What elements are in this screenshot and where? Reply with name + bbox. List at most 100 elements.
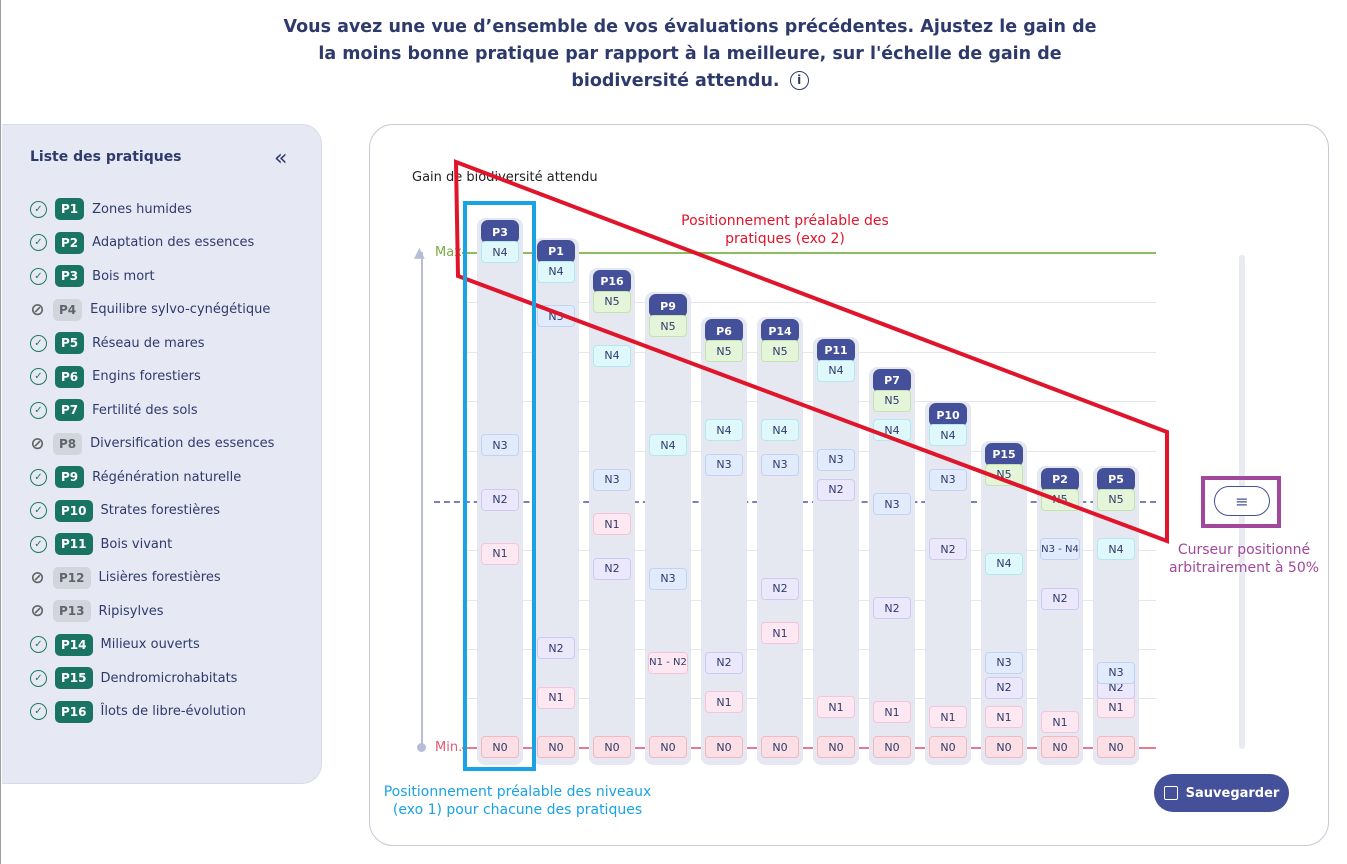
level-pill[interactable]: N2 bbox=[537, 637, 575, 659]
level-pill[interactable]: N4 bbox=[985, 552, 1023, 575]
level-pill[interactable]: N4 bbox=[705, 419, 743, 442]
level-pill[interactable]: N3 bbox=[817, 448, 855, 471]
level-pill[interactable]: N3 bbox=[593, 468, 631, 491]
level-pill[interactable]: N0 bbox=[593, 736, 631, 758]
level-pill[interactable]: N0 bbox=[817, 736, 855, 758]
sidebar-item-p6[interactable]: ✓ P6 Engins forestiers bbox=[30, 364, 201, 390]
practice-header-p5[interactable]: P5 bbox=[1097, 467, 1135, 492]
level-pill[interactable]: N1 - N2 bbox=[648, 651, 688, 674]
practice-badge: P8 bbox=[53, 432, 83, 455]
sidebar-item-p3[interactable]: ✓ P3 Bois mort bbox=[30, 263, 155, 289]
check-circle-icon: ✓ bbox=[30, 535, 47, 553]
level-pill[interactable]: N5 bbox=[873, 389, 911, 412]
level-pill[interactable]: N3 bbox=[929, 468, 967, 491]
level-pill[interactable]: N0 bbox=[1041, 736, 1079, 758]
level-pill[interactable]: N0 bbox=[929, 736, 967, 758]
sidebar-item-p12[interactable]: ⊘ P12 Lisières forestières bbox=[30, 565, 221, 591]
level-pill[interactable]: N2 bbox=[761, 577, 799, 600]
check-circle-icon: ✓ bbox=[30, 267, 47, 285]
window-left-border bbox=[0, 0, 1, 864]
level-pill[interactable]: N0 bbox=[705, 736, 743, 758]
level-pill[interactable]: N3 bbox=[649, 567, 687, 590]
level-pill[interactable]: N5 bbox=[761, 340, 799, 362]
sidebar-item-p5[interactable]: ✓ P5 Réseau de mares bbox=[30, 330, 205, 356]
level-pill[interactable]: N1 bbox=[593, 513, 631, 536]
level-pill[interactable]: N3 - N4 bbox=[1040, 538, 1080, 560]
sidebar-item-p2[interactable]: ✓ P2 Adaptation des essences bbox=[30, 230, 254, 256]
level-pill[interactable]: N4 bbox=[817, 359, 855, 382]
level-pill[interactable]: N3 bbox=[537, 305, 575, 328]
level-pill[interactable]: N3 bbox=[1097, 661, 1135, 684]
save-button-label: Sauvegarder bbox=[1185, 785, 1280, 801]
level-pill[interactable]: N1 bbox=[537, 686, 575, 709]
level-pill[interactable]: N4 bbox=[1097, 538, 1135, 560]
level-pill[interactable]: N2 bbox=[985, 676, 1023, 699]
practice-badge: P11 bbox=[55, 533, 93, 555]
sidebar-item-p14[interactable]: ✓ P14 Milieux ouverts bbox=[30, 632, 200, 658]
level-pill[interactable]: N3 bbox=[873, 493, 911, 516]
min-label: Min. bbox=[435, 740, 463, 755]
level-pill[interactable]: N0 bbox=[985, 736, 1023, 758]
level-pill[interactable]: N0 bbox=[761, 736, 799, 758]
practice-header-p7[interactable]: P7 bbox=[873, 368, 911, 393]
level-pill[interactable]: N2 bbox=[929, 538, 967, 560]
sidebar-item-p7[interactable]: ✓ P7 Fertilité des sols bbox=[30, 397, 198, 423]
level-pill[interactable]: N3 bbox=[761, 453, 799, 476]
level-pill[interactable]: N1 bbox=[1041, 711, 1079, 734]
level-pill[interactable]: N1 bbox=[705, 691, 743, 714]
collapse-sidebar-button[interactable]: « bbox=[274, 146, 288, 171]
disabled-circle-icon: ⊘ bbox=[30, 567, 45, 588]
practice-header-p16[interactable]: P16 bbox=[593, 269, 631, 294]
level-pill[interactable]: N1 bbox=[873, 701, 911, 724]
level-pill[interactable]: N0 bbox=[649, 736, 687, 758]
save-button[interactable]: Sauvegarder bbox=[1154, 774, 1289, 812]
practice-header-p2[interactable]: P2 bbox=[1041, 467, 1079, 492]
check-circle-icon: ✓ bbox=[30, 502, 47, 519]
level-pill[interactable]: N1 bbox=[985, 706, 1023, 729]
gain-slider-handle[interactable]: ≡ bbox=[1214, 486, 1270, 516]
info-icon[interactable]: i bbox=[789, 71, 809, 90]
sidebar-item-p16[interactable]: ✓ P16 Îlots de libre-évolution bbox=[30, 699, 246, 725]
check-circle-icon: ✓ bbox=[30, 703, 47, 720]
level-pill[interactable]: N2 bbox=[817, 478, 855, 501]
practice-badge: P12 bbox=[53, 566, 91, 589]
level-pill[interactable]: N5 bbox=[1097, 488, 1135, 511]
level-pill[interactable]: N5 bbox=[1041, 488, 1079, 511]
level-pill[interactable]: N4 bbox=[873, 419, 911, 442]
sidebar-item-p1[interactable]: ✓ P1 Zones humides bbox=[30, 196, 192, 222]
level-pill[interactable]: N0 bbox=[1097, 736, 1135, 758]
level-pill[interactable]: N5 bbox=[985, 463, 1023, 486]
practice-badge: P15 bbox=[55, 667, 93, 689]
level-pill[interactable]: N3 bbox=[985, 651, 1023, 674]
level-pill[interactable]: N2 bbox=[593, 557, 631, 580]
sidebar-item-p9[interactable]: ✓ P9 Régénération naturelle bbox=[30, 464, 241, 490]
level-pill[interactable]: N2 bbox=[873, 597, 911, 620]
level-pill[interactable]: N5 bbox=[649, 315, 687, 338]
level-pill[interactable]: N1 bbox=[817, 696, 855, 719]
level-pill[interactable]: N4 bbox=[593, 344, 631, 367]
level-pill[interactable]: N2 bbox=[705, 651, 743, 674]
sidebar-item-p15[interactable]: ✓ P15 Dendromicrohabitats bbox=[30, 665, 237, 691]
sidebar-item-p10[interactable]: ✓ P10 Strates forestières bbox=[30, 498, 220, 524]
level-pill[interactable]: N1 bbox=[929, 706, 967, 729]
sidebar-item-p8[interactable]: ⊘ P8 Diversification des essences bbox=[30, 431, 274, 457]
level-pill[interactable]: N4 bbox=[761, 419, 799, 442]
axis-arrowhead-icon: ▲ bbox=[414, 245, 425, 261]
level-pill[interactable]: N2 bbox=[1041, 587, 1079, 610]
level-pill[interactable]: N1 bbox=[481, 542, 519, 565]
level-pill[interactable]: N3 bbox=[705, 453, 743, 476]
level-pill[interactable]: N4 bbox=[649, 434, 687, 457]
sidebar-item-p4[interactable]: ⊘ P4 Equilibre sylvo-cynégétique bbox=[30, 297, 270, 323]
level-pill[interactable]: N5 bbox=[705, 340, 743, 362]
level-pill[interactable]: N4 bbox=[929, 424, 967, 447]
level-pill[interactable]: N0 bbox=[873, 736, 911, 758]
sidebar-item-p13[interactable]: ⊘ P13 Ripisylves bbox=[30, 598, 164, 624]
grid-line bbox=[462, 698, 1156, 699]
sidebar-item-p11[interactable]: ✓ P11 Bois vivant bbox=[30, 531, 172, 557]
level-pill[interactable]: N1 bbox=[761, 622, 799, 645]
level-pill[interactable]: N0 bbox=[537, 736, 575, 758]
level-pill[interactable]: N5 bbox=[593, 290, 631, 313]
level-pill[interactable]: N1 bbox=[1097, 696, 1135, 719]
level-pill[interactable]: N4 bbox=[537, 260, 575, 283]
level-pill[interactable]: N0 bbox=[481, 736, 519, 758]
